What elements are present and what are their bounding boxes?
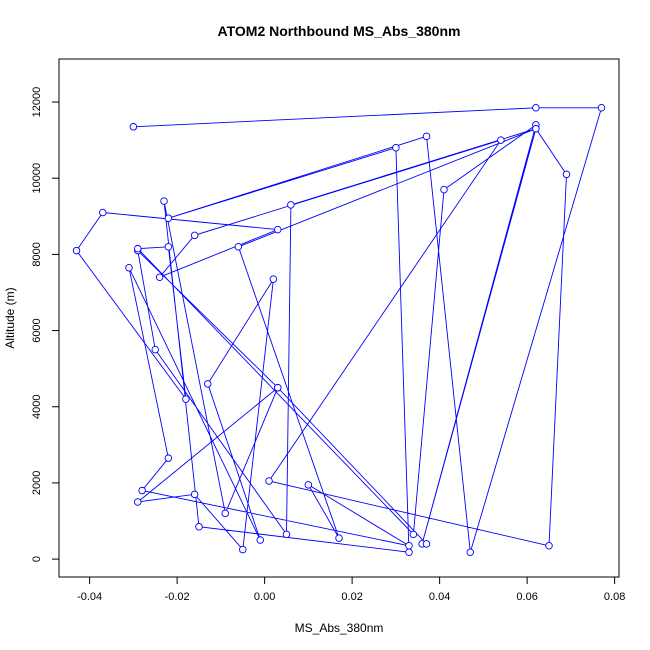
data-point	[221, 509, 229, 518]
data-point	[151, 345, 159, 354]
data-point	[129, 123, 138, 131]
x-tick-label: 0.08	[604, 591, 625, 603]
data-point	[466, 548, 475, 556]
y-axis: 0 2000 4000 6000 8000 10000 12000	[31, 87, 59, 562]
y-tick-label: 6000	[31, 318, 43, 342]
data-point	[440, 185, 448, 194]
y-tick-label: 10000	[31, 163, 43, 194]
data-point	[409, 530, 418, 539]
data-point	[190, 231, 199, 240]
data-point	[234, 243, 243, 251]
data-point	[72, 246, 81, 255]
x-axis: -0.04 -0.02 0.00 0.02 0.04 0.06 0.08	[77, 577, 625, 603]
data-point	[545, 542, 553, 550]
data-point	[497, 136, 505, 144]
x-tick-label: 0.00	[254, 591, 275, 603]
data-point	[133, 498, 142, 506]
data-point	[164, 243, 173, 251]
data-point	[155, 273, 164, 281]
x-tick-label: 0.06	[516, 591, 537, 603]
y-tick-label: 8000	[31, 242, 43, 266]
series-layer	[72, 104, 606, 556]
x-tick-label: 0.02	[341, 591, 362, 603]
data-point	[164, 454, 173, 462]
chart-title: ATOM2 Northbound MS_Abs_380nm	[218, 23, 461, 39]
data-point	[269, 275, 278, 283]
data-point	[182, 395, 190, 403]
data-point	[532, 104, 540, 112]
x-tick-label: 0.04	[429, 591, 450, 603]
plot-frame	[58, 58, 620, 578]
data-point	[256, 536, 265, 544]
data-point	[238, 545, 247, 554]
data-point	[597, 104, 606, 112]
data-point	[422, 132, 431, 141]
x-axis-label: MS_Abs_380nm	[295, 621, 384, 635]
data-point	[164, 214, 173, 222]
data-point	[138, 486, 146, 495]
y-tick-label: 0	[31, 556, 43, 562]
data-point	[532, 124, 540, 133]
data-point	[190, 490, 199, 499]
data-point	[392, 143, 400, 152]
data-point	[265, 477, 273, 485]
y-axis-label: Altitude (m)	[3, 287, 17, 348]
data-point	[274, 383, 282, 392]
data-point	[160, 197, 168, 205]
data-point	[125, 263, 133, 272]
y-tick-label: 4000	[31, 395, 43, 419]
data-point	[282, 530, 291, 539]
data-point	[98, 208, 107, 217]
data-point	[304, 481, 313, 489]
data-point	[287, 201, 295, 209]
data-point	[335, 534, 343, 542]
data-point	[133, 244, 142, 253]
y-tick-label: 2000	[31, 471, 43, 495]
data-point	[274, 225, 282, 234]
data-point	[405, 548, 413, 556]
data-point	[422, 540, 431, 548]
x-tick-label: -0.02	[165, 591, 190, 603]
y-tick-label: 12000	[31, 87, 43, 118]
data-point	[203, 380, 212, 388]
data-point	[405, 542, 413, 550]
data-point	[195, 522, 203, 531]
x-tick-label: -0.04	[77, 591, 102, 603]
data-point	[562, 170, 571, 179]
